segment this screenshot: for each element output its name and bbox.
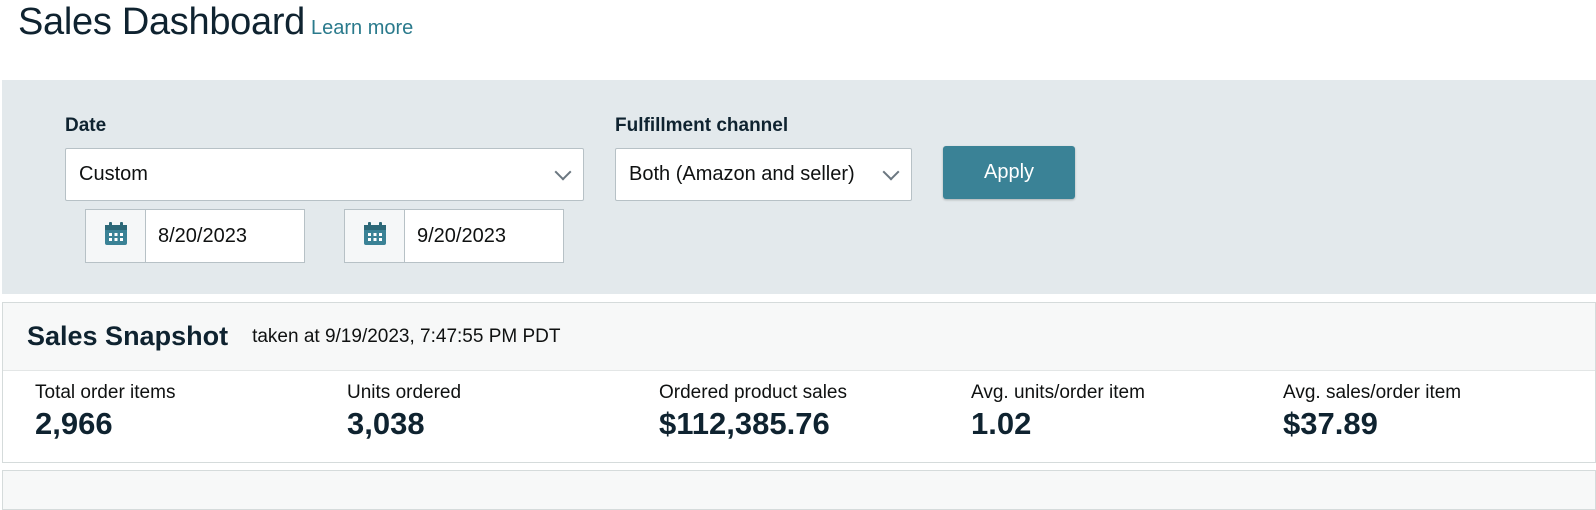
chevron-down-icon: [882, 163, 900, 180]
metric-value: $37.89: [1283, 406, 1378, 441]
metric-label: Units ordered: [347, 382, 462, 403]
metric-label: Avg. sales/order item: [1283, 382, 1462, 403]
start-date-calendar-button[interactable]: [86, 210, 146, 262]
end-date-field: [344, 209, 564, 263]
page-title: Sales Dashboard: [18, 1, 306, 43]
fulfillment-channel-select[interactable]: Both (Amazon and seller): [615, 148, 912, 201]
metric-total-order-items: Total order items 2,966: [35, 381, 347, 443]
metric-value: 1.02: [971, 406, 1032, 441]
end-date-calendar-button[interactable]: [345, 210, 405, 262]
start-date-field: [85, 209, 305, 263]
end-date-input[interactable]: [405, 210, 563, 262]
sales-snapshot-header: Sales Snapshot taken at 9/19/2023, 7:47:…: [3, 303, 1595, 371]
filter-bar: Date Custom: [2, 80, 1596, 294]
learn-more-link[interactable]: Learn more: [311, 17, 414, 39]
metrics-row: Total order items 2,966 Units ordered 3,…: [3, 371, 1595, 443]
sales-snapshot-card: Sales Snapshot taken at 9/19/2023, 7:47:…: [2, 302, 1596, 463]
snapshot-timestamp: taken at 9/19/2023, 7:47:55 PM PDT: [252, 325, 561, 347]
date-label: Date: [65, 115, 107, 136]
fulfillment-channel-label: Fulfillment channel: [615, 115, 789, 136]
page-header: Sales Dashboard Learn more: [18, 0, 413, 50]
metric-label: Avg. units/order item: [971, 382, 1145, 403]
metric-value: 2,966: [35, 406, 113, 441]
next-section-card: [2, 470, 1596, 510]
metric-value: $112,385.76: [659, 406, 830, 441]
metric-units-ordered: Units ordered 3,038: [347, 381, 659, 443]
apply-button[interactable]: Apply: [943, 146, 1075, 199]
calendar-icon: [362, 221, 388, 252]
metric-label: Ordered product sales: [659, 382, 847, 403]
metric-ordered-product-sales: Ordered product sales $112,385.76: [659, 381, 971, 443]
sales-snapshot-title: Sales Snapshot: [27, 321, 229, 351]
calendar-icon: [103, 221, 129, 252]
date-range-select[interactable]: Custom: [65, 148, 584, 201]
metric-avg-sales-per-order-item: Avg. sales/order item $37.89: [1283, 381, 1595, 443]
start-date-input[interactable]: [146, 210, 304, 262]
fulfillment-channel-value: Both (Amazon and seller): [629, 163, 855, 185]
date-range-value: Custom: [79, 163, 148, 185]
metric-value: 3,038: [347, 406, 425, 441]
metric-label: Total order items: [35, 382, 176, 403]
chevron-down-icon: [554, 163, 572, 180]
metric-avg-units-per-order-item: Avg. units/order item 1.02: [971, 381, 1283, 443]
